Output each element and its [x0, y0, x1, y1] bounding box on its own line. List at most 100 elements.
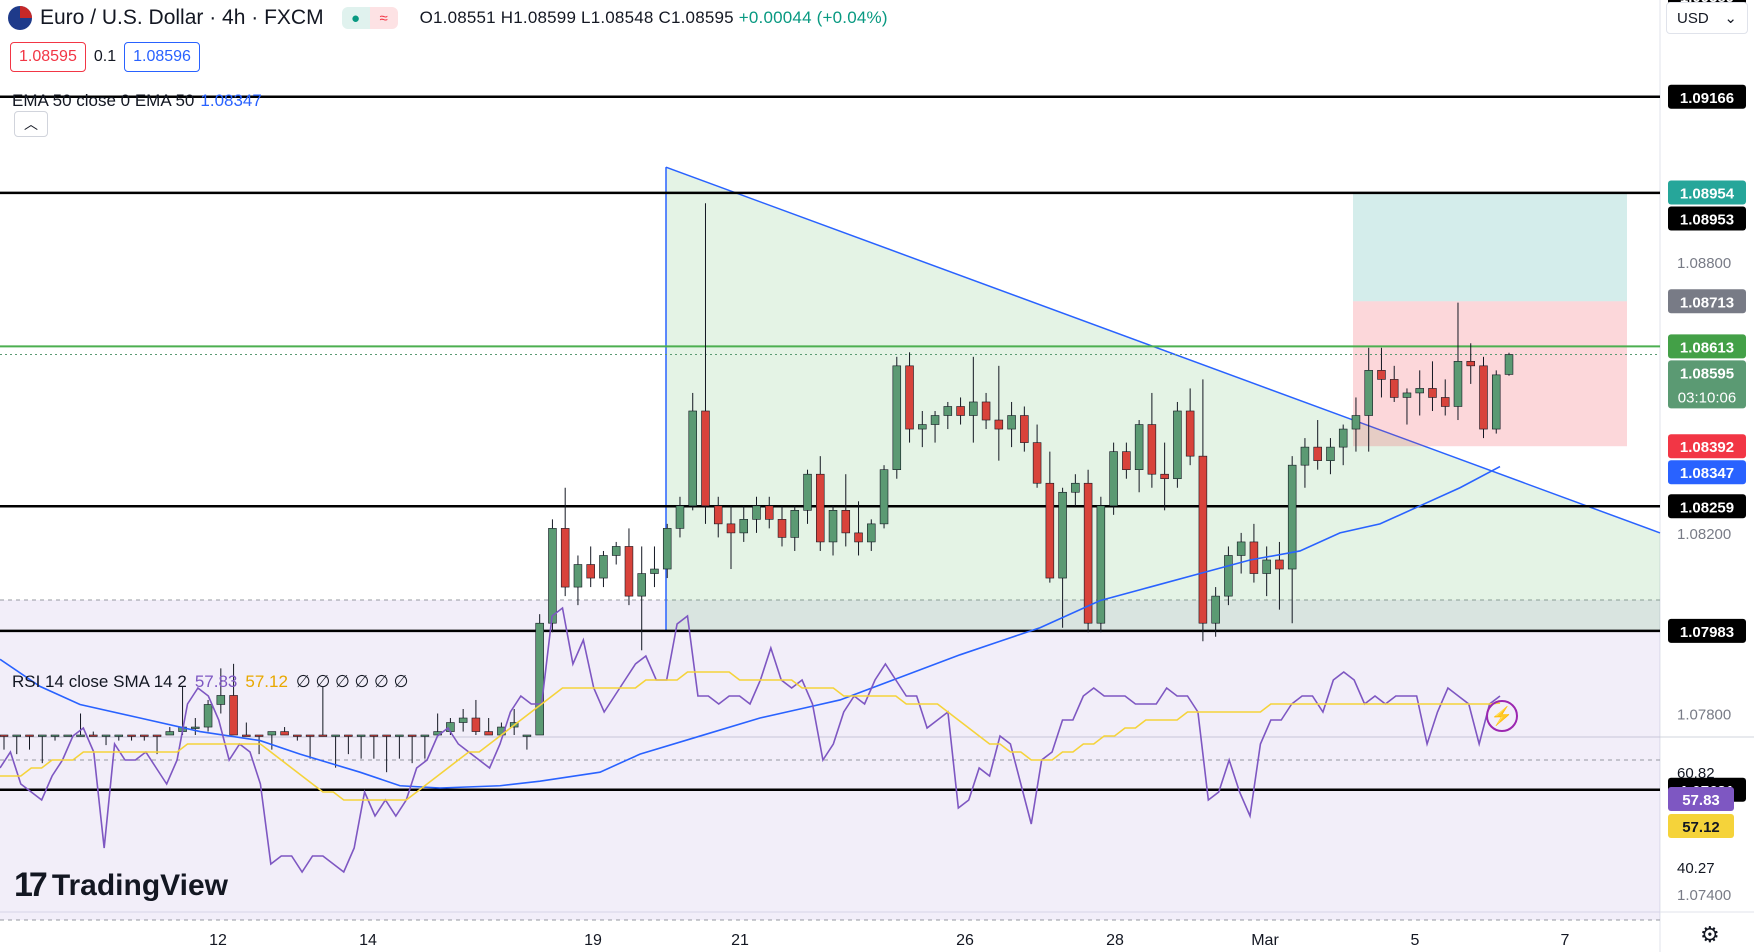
price-badge-label: 1.09166: [1680, 90, 1734, 107]
time-tick-label: 21: [731, 932, 749, 949]
candle-body: [637, 573, 646, 597]
candle-body: [1096, 505, 1106, 624]
price-badge-label: 1.08613: [1680, 339, 1734, 356]
price-badge: [1668, 206, 1746, 231]
candle-body: [280, 731, 289, 736]
candle-body: [1287, 464, 1297, 570]
candle-body: [1466, 361, 1475, 367]
symbol-title[interactable]: Euro / U.S. Dollar · 4h · FXCM: [40, 6, 324, 29]
candle-body: [1045, 482, 1055, 579]
candle-body: [318, 734, 328, 737]
candle-body: [522, 734, 532, 737]
candle-body: [0, 734, 9, 737]
candle-body: [1491, 374, 1501, 430]
price-badge: [1668, 460, 1746, 485]
candle-body: [879, 469, 889, 525]
candle-body: [1134, 424, 1144, 470]
candle-body: [1504, 354, 1514, 375]
candle-body: [688, 410, 697, 507]
high-value: H1.08599: [500, 8, 577, 27]
candle-body: [1160, 473, 1169, 480]
rsi-band: [0, 600, 1660, 920]
price-badge-label: 1.08953: [1680, 211, 1734, 228]
candle-body: [458, 717, 468, 723]
market-status-pill[interactable]: ● ≈: [341, 7, 398, 29]
candle-body: [191, 726, 200, 729]
chevron-up-icon: ︿: [24, 116, 38, 132]
currency-select[interactable]: USD ⌄: [1666, 2, 1748, 34]
eurusd-flag-icon: [8, 6, 32, 30]
candle-body: [956, 406, 965, 416]
candle-body: [420, 734, 430, 737]
candle-body: [446, 722, 455, 732]
candle-body: [89, 734, 98, 737]
candle-body: [1173, 410, 1182, 480]
ema-legend[interactable]: EMA 50 close 0 EMA 50 1.08347: [12, 91, 262, 111]
candle-body: [1402, 392, 1412, 398]
candle-body: [1109, 451, 1118, 507]
rsi-tick-label: 40.27: [1677, 860, 1715, 877]
candle-body: [1275, 559, 1284, 570]
price-badge-label: 1.08954: [1680, 185, 1735, 202]
candle-body: [344, 734, 353, 737]
time-tick-label: 28: [1106, 932, 1124, 949]
candle-body: [981, 401, 991, 421]
candle-body: [1249, 541, 1259, 574]
candle-body: [739, 519, 748, 534]
price-badge: [1668, 434, 1746, 459]
candle-body: [305, 734, 315, 737]
candle-body: [918, 424, 927, 430]
candle-body: [1262, 559, 1271, 574]
candle-body: [611, 546, 621, 556]
candle-body: [841, 510, 851, 534]
gear-icon[interactable]: ⚙: [1700, 922, 1720, 947]
market-open-dot-icon: ●: [341, 7, 370, 29]
chevron-down-icon: ⌄: [1724, 10, 1737, 27]
candle-body: [701, 410, 710, 507]
candle-body: [1224, 555, 1233, 597]
bid-ask-panel: 1.08595 0.1 1.08596: [10, 42, 200, 72]
candle-body: [331, 734, 340, 737]
price-badge: [1668, 289, 1746, 314]
rsi-sma-line: [0, 671, 1501, 801]
rsi-legend[interactable]: RSI 14 close SMA 14 2 57.83 57.12 ∅ ∅ ∅ …: [12, 672, 408, 692]
rsi-legend-label: RSI 14 close SMA 14 2: [12, 672, 187, 691]
ema50-line: [0, 465, 1501, 789]
time-tick-label: 14: [359, 932, 377, 949]
candle-body: [1440, 397, 1450, 407]
price-tick-label: 1.08800: [1677, 255, 1731, 272]
candle-body: [76, 734, 85, 737]
lightning-icon[interactable]: ⚡: [1486, 700, 1518, 732]
rsi-legend-extras: ∅ ∅ ∅ ∅ ∅ ∅: [295, 672, 409, 691]
candle-body: [560, 528, 570, 588]
candle-body: [662, 528, 672, 570]
long-position-stop-zone: [1353, 301, 1627, 447]
candle-body: [50, 734, 60, 737]
collapse-legend-button[interactable]: ︿: [14, 111, 48, 137]
price-badge-label: 1.08392: [1680, 439, 1734, 456]
candle-body: [1338, 428, 1348, 448]
rsi-tick-label: 60.82: [1677, 765, 1715, 782]
price-badge-label: 1.08347: [1680, 465, 1734, 482]
candle-body: [1236, 541, 1246, 556]
candle-body: [777, 519, 787, 538]
sell-button[interactable]: 1.08595: [10, 42, 86, 72]
rsi-line: [0, 606, 1501, 874]
candle-body: [1415, 388, 1424, 394]
long-position-target-zone: [1353, 192, 1627, 302]
countdown-label: 03:10:06: [1678, 389, 1736, 406]
candle-body: [828, 510, 838, 543]
buy-button[interactable]: 1.08596: [124, 42, 200, 72]
price-badge: [1668, 360, 1746, 409]
candle-body: [1007, 415, 1016, 430]
candle-body: [803, 473, 812, 511]
candle-body: [765, 505, 774, 520]
candle-body: [356, 734, 366, 737]
rsi-badge: [1668, 814, 1734, 838]
candle-body: [12, 734, 22, 737]
rsi-badge-label: 57.12: [1682, 819, 1720, 836]
candle-body: [1211, 595, 1220, 624]
candle-body: [203, 704, 213, 728]
logo-text: TradingView: [51, 868, 228, 902]
